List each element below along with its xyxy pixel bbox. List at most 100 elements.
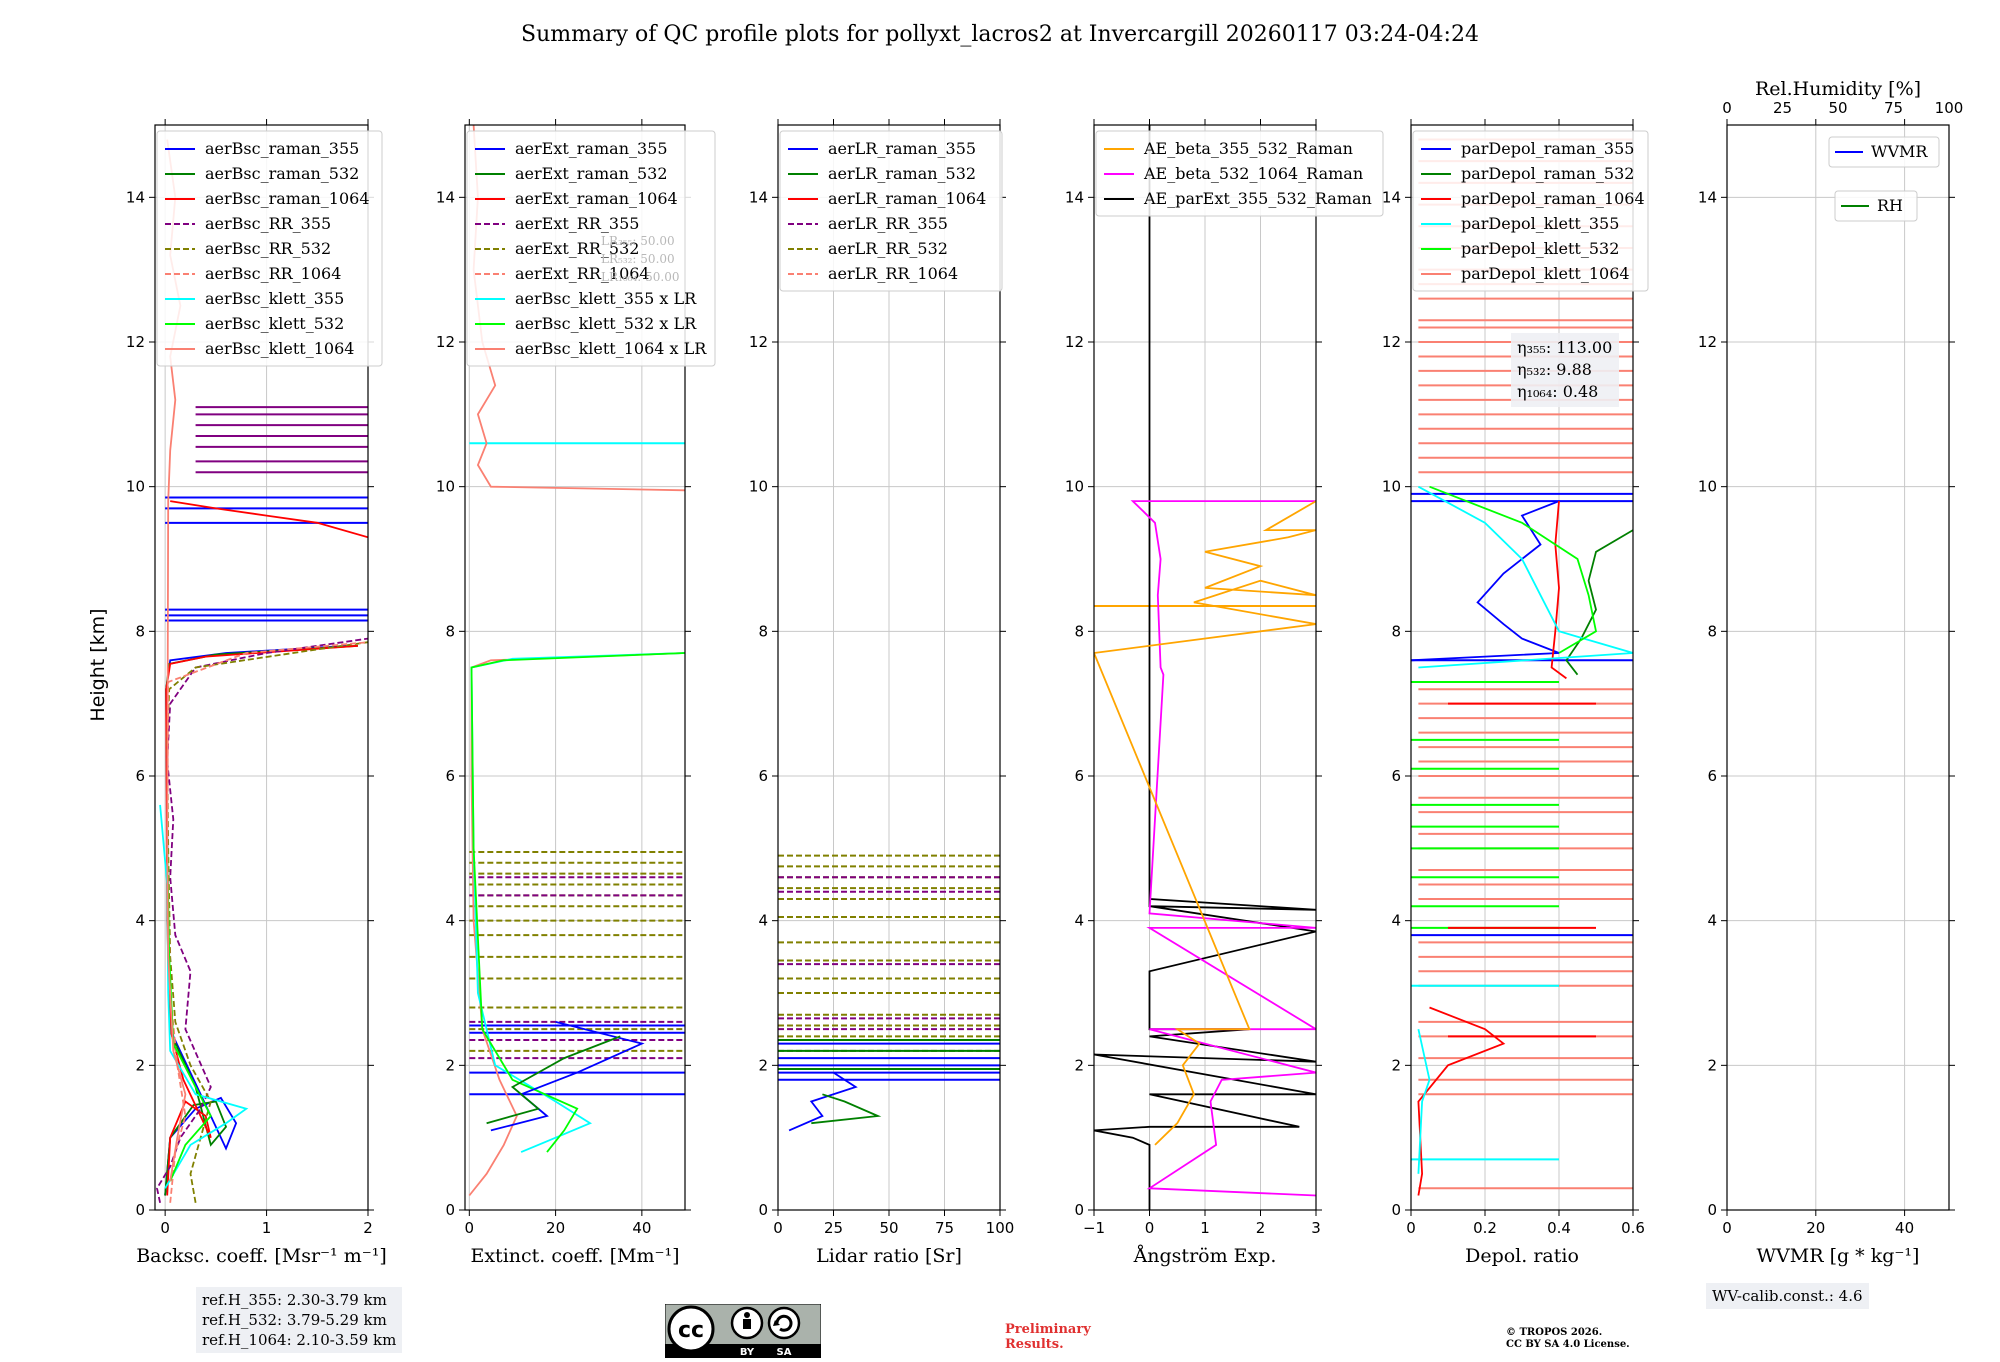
- legend-bsc: aerBsc_raman_355 aerBsc_raman_532 aerBsc_r…: [156, 130, 383, 367]
- y-tick-label: 10: [1382, 478, 1401, 496]
- y-tick-label: 8: [758, 622, 768, 640]
- legend-label: AE_parExt_355_532_Raman: [1143, 189, 1372, 208]
- y-tick-label: 6: [135, 767, 145, 785]
- y-axis-label: Height [km]: [87, 608, 109, 721]
- y-tick-label: 14: [436, 188, 455, 206]
- y-tick-label: 12: [1065, 333, 1084, 351]
- axes-frame: [1410, 124, 1634, 1211]
- axes-frame: [154, 124, 369, 1211]
- copyright-line-2: CC BY SA 4.0 License.: [1506, 1339, 1630, 1350]
- series-pardepol-raman-1064: [1550, 501, 1567, 680]
- legend-label: aerExt_RR_1064: [515, 264, 650, 283]
- legend-label: aerBsc_raman_532: [205, 164, 359, 183]
- lr-annotation: LR₁₀₆₄: 50.00: [601, 270, 679, 284]
- y-tick-label: 2: [1707, 1056, 1717, 1074]
- top-tick-label: 75: [1884, 99, 1903, 117]
- legend-label: aerExt_raman_1064: [515, 189, 678, 208]
- series-aerbsc-klett-532-x-lr: [470, 652, 685, 1153]
- data-ext: [468, 125, 685, 1197]
- y-tick-label: 8: [445, 622, 455, 640]
- y-tick-label: 2: [758, 1056, 768, 1074]
- y-tick-label: 0: [445, 1201, 455, 1219]
- y-tick-label: 4: [758, 912, 768, 930]
- series-aerbsc-klett-532: [166, 848, 212, 1182]
- y-tick-label: 8: [135, 622, 145, 640]
- y-tick-label: 4: [1074, 912, 1084, 930]
- y-tick-label: 10: [1698, 478, 1717, 496]
- x-axis-label: Lidar ratio [Sr]: [816, 1245, 962, 1267]
- x-axis-label: Backsc. coeff. [Msr⁻¹ m⁻¹]: [136, 1245, 387, 1267]
- y-tick-label: 6: [445, 767, 455, 785]
- y-tick-label: 2: [1074, 1056, 1084, 1074]
- series-aerext-raman-532: [486, 1035, 621, 1125]
- series-aerbsc-rr-532: [166, 641, 368, 1203]
- y-tick-label: 0: [135, 1201, 145, 1219]
- y-tick-label: 12: [1698, 333, 1717, 351]
- series-aerlr-raman-532: [811, 1093, 882, 1125]
- y-tick-label: 4: [135, 912, 145, 930]
- series-pardepol-klett-355: [1417, 485, 1633, 669]
- legend-label: aerBsc_klett_355 x LR: [515, 289, 697, 308]
- series-aerlr-raman-355: [788, 1071, 858, 1132]
- x-tick-label: 50: [879, 1219, 898, 1237]
- y-tick-label: 0: [1707, 1201, 1717, 1219]
- y-tick-label: 10: [749, 478, 768, 496]
- x-tick-label: 75: [935, 1219, 954, 1237]
- panel-wv: 0 20 40 0 2 4 6 8 10 12 14 WVMR [g * kg⁻¹] 0 25 50 75 10…: [1698, 78, 1963, 1267]
- legend-label: WVMR: [1871, 142, 1928, 161]
- top-tick-label: 100: [1935, 99, 1964, 117]
- y-tick-label: 12: [749, 333, 768, 351]
- series-aerbsc-rr-1064: [166, 641, 368, 1203]
- data-lr: [778, 854, 1000, 1132]
- series-pardepol-klett-532: [1429, 485, 1598, 654]
- legend-label: parDepol_klett_355: [1461, 214, 1619, 233]
- y-tick-label: 0: [1074, 1201, 1084, 1219]
- legend-label: parDepol_klett_532: [1461, 239, 1619, 258]
- x-tick-label: 0: [773, 1219, 783, 1237]
- panel-depol: 0 0.2 0.4 0.6 0 2 4 6 8 10 12 14 Depol. ratio parDepo…: [1382, 119, 1649, 1267]
- x-tick-label: 0.2: [1473, 1219, 1497, 1237]
- legend-label: parDepol_raman_1064: [1461, 189, 1645, 208]
- preliminary-line-1: Preliminary: [1005, 1322, 1091, 1337]
- legend-label: aerBsc_RR_1064: [205, 264, 341, 283]
- top-axis-label: Rel.Humidity [%]: [1755, 78, 1921, 100]
- cc-sa-label: SA: [777, 1347, 792, 1358]
- panel-ext: 0 20 40 0 2 4 6 8 10 12 14 Extinct. coeff. [Mm⁻¹] ae…: [436, 119, 716, 1267]
- top-tick-label: 0: [1722, 99, 1732, 117]
- x-axis-label: Extinct. coeff. [Mm⁻¹]: [470, 1245, 679, 1267]
- legend-box: [1095, 130, 1384, 217]
- x-tick-label: 2: [1256, 1219, 1266, 1237]
- ref-h-355: ref.H_355: 2.30-3.79 km: [202, 1291, 387, 1309]
- svg-text:cc: cc: [678, 1318, 704, 1343]
- series-ae-beta-355-532-raman: [1094, 500, 1316, 1146]
- series-ae-beta-532-1064-raman: [1130, 500, 1316, 1197]
- y-tick-label: 10: [126, 478, 145, 496]
- y-tick-label: 4: [1391, 912, 1401, 930]
- y-tick-label: 6: [1391, 767, 1401, 785]
- y-tick-label: 0: [758, 1201, 768, 1219]
- y-tick-label: 14: [1065, 188, 1084, 206]
- y-tick-label: 12: [126, 333, 145, 351]
- x-tick-label: 25: [824, 1219, 843, 1237]
- legend-wv: WVMR RH: [1828, 136, 1940, 222]
- legend-box: [1834, 190, 1918, 222]
- legend-label: parDepol_raman_355: [1461, 139, 1634, 158]
- x-tick-label: 0.4: [1547, 1219, 1571, 1237]
- legend-label: aerBsc_raman_1064: [205, 189, 370, 208]
- x-axis-label: Ångström Exp.: [1133, 1245, 1277, 1267]
- reference-height-box: ref.H_355: 2.30-3.79 km ref.H_532: 3.79-…: [196, 1287, 403, 1353]
- data-depol: [1411, 138, 1633, 1196]
- x-tick-label: 0: [1722, 1219, 1732, 1237]
- legend-label: aerBsc_raman_355: [205, 139, 359, 158]
- legend-label: aerExt_RR_355: [515, 214, 639, 233]
- legend-label: aerLR_RR_355: [828, 214, 948, 233]
- legend-label: aerExt_RR_532: [515, 239, 639, 258]
- y-tick-label: 10: [1065, 478, 1084, 496]
- legend-ext: aerExt_raman_355 aerExt_raman_532 aerExt_r…: [466, 130, 716, 367]
- legend-label: aerExt_raman_355: [515, 139, 668, 158]
- x-tick-label: 1: [262, 1219, 272, 1237]
- legend-box: [466, 130, 716, 367]
